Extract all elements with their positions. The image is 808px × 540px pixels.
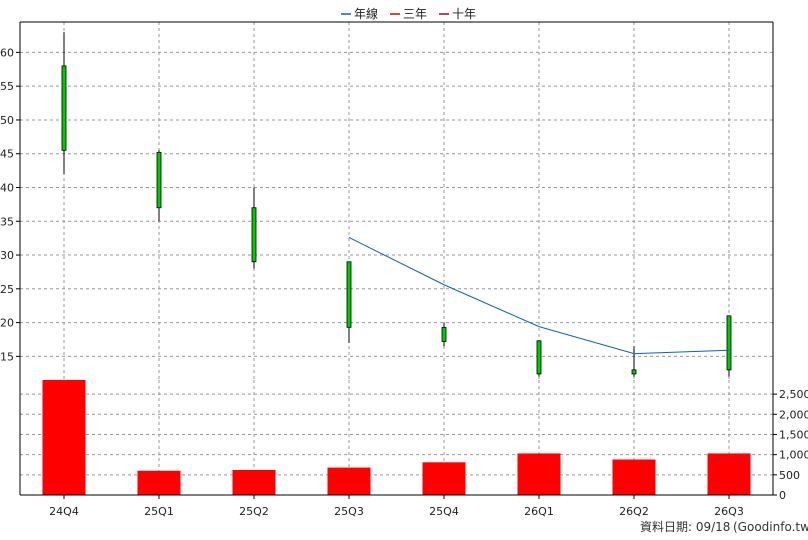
volume-tick-label: 1,000 (779, 449, 808, 462)
volume-bar (422, 462, 466, 495)
price-tick-label: 30 (0, 249, 14, 262)
volume-bar (42, 380, 86, 495)
plot-area: 15 20 25 30 35 40 45 50 55 60 0 500 1,000 1,500 2,000 2… (0, 21, 808, 518)
x-tick-label: 25Q3 (334, 505, 364, 518)
volume-tick-label: 2,000 (779, 408, 808, 421)
volume-bar (517, 453, 561, 495)
candle-body (61, 65, 67, 151)
volume-tick-label: 2,500 (779, 388, 808, 401)
candle-body (251, 207, 257, 263)
volume-bar (707, 453, 751, 495)
x-tick-label: 25Q1 (144, 505, 174, 518)
volume-bar (232, 469, 276, 495)
candle-body (726, 315, 732, 371)
legend-label-1: 三年 (403, 7, 427, 21)
price-tick-label: 20 (0, 317, 14, 330)
footer-date: 資料日期: 09/18 (640, 520, 730, 534)
price-tick-label: 40 (0, 181, 14, 194)
footer-source: (Goodinfo.tw) (733, 520, 808, 534)
legend-label-0: 年線 (354, 6, 378, 21)
price-tick-label: 50 (0, 114, 14, 127)
volume-tick-label: 0 (779, 489, 786, 502)
volume-bar (327, 467, 371, 495)
candle-body (536, 340, 542, 375)
price-tick-label: 35 (0, 215, 14, 228)
candle-body (631, 369, 637, 375)
legend-label-2: 十年 (452, 7, 476, 21)
x-tick-label: 25Q4 (429, 505, 459, 518)
volume-tick-label: 500 (779, 469, 800, 482)
x-tick-label: 26Q3 (714, 505, 744, 518)
price-tick-label: 25 (0, 283, 14, 296)
price-tick-label: 60 (0, 46, 14, 59)
volume-bar (612, 459, 656, 495)
x-tick-label: 24Q4 (49, 505, 79, 518)
legend: 年線 三年 十年 (341, 6, 476, 21)
candle-body (156, 151, 162, 209)
volume-bar (137, 470, 181, 495)
series-line-0 (348, 237, 730, 355)
volume-tick-label: 1,500 (779, 428, 808, 441)
price-tick-label: 55 (0, 80, 14, 93)
x-tick-label: 26Q1 (524, 505, 554, 518)
candle-body (346, 261, 352, 328)
candle-body (441, 326, 447, 342)
price-tick-label: 15 (0, 350, 14, 363)
price-tick-label: 45 (0, 148, 14, 161)
x-tick-label: 26Q2 (619, 505, 649, 518)
x-tick-label: 25Q2 (239, 505, 269, 518)
